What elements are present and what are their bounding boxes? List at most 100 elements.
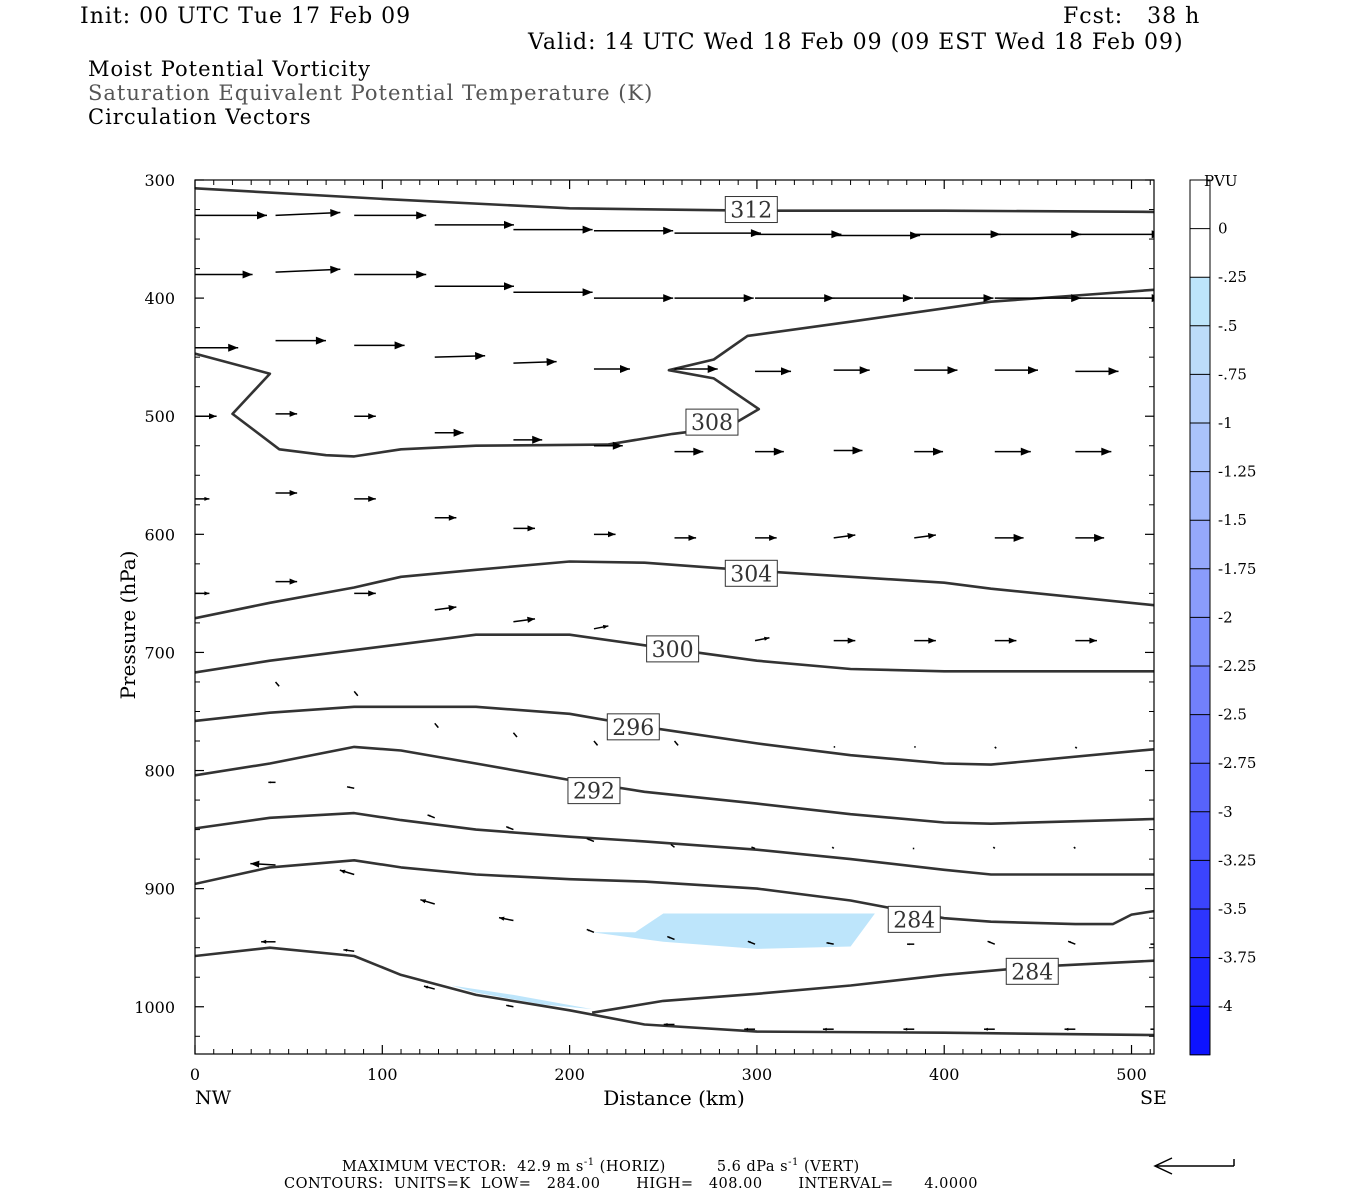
theta-es-contour	[195, 560, 1154, 620]
circulation-vector	[586, 837, 595, 843]
circulation-vector	[354, 341, 405, 350]
circulation-vector	[195, 211, 267, 220]
x-end-label-se: SE	[1140, 1087, 1167, 1109]
circulation-vector	[1067, 940, 1076, 945]
circulation-vector	[354, 590, 376, 597]
y-tick-label: 1000	[134, 998, 175, 1017]
circulation-vector	[423, 985, 435, 990]
circulation-vector	[983, 1027, 995, 1031]
colorbar-label: -1	[1218, 414, 1233, 432]
circulation-vector	[513, 288, 593, 297]
colorbar-swatch	[1190, 423, 1210, 473]
circulation-vector	[513, 435, 543, 444]
circulation-vector	[195, 343, 239, 352]
colorbar-swatch	[1190, 714, 1210, 764]
circulation-vector	[903, 1027, 915, 1031]
contour-label-text: 300	[652, 638, 694, 663]
circulation-vector	[434, 605, 457, 612]
circulation-vector	[822, 1027, 834, 1031]
circulation-vector	[744, 1027, 756, 1031]
colorbar-label: -2.75	[1218, 754, 1256, 772]
circulation-vector	[994, 447, 1031, 456]
colorbar-label: -3.25	[1218, 851, 1256, 869]
circulation-vector	[667, 935, 675, 941]
circulation-vector	[914, 366, 958, 375]
x-tick-label: 0	[190, 1065, 200, 1084]
circulation-vector	[339, 869, 355, 876]
x-tick-label: 200	[554, 1065, 585, 1084]
colorbar-label: -1.75	[1218, 560, 1256, 578]
circulation-vector	[673, 740, 679, 746]
circulation-vector	[1075, 367, 1119, 376]
circulation-vector	[1075, 637, 1097, 644]
circulation-vector	[343, 948, 355, 952]
theta-es-contour	[195, 946, 1154, 1037]
circulation-vector	[674, 229, 761, 238]
colorbar-swatch	[1190, 520, 1210, 570]
colorbar-swatch	[1190, 957, 1210, 1007]
theta-es-contour	[195, 705, 1154, 766]
title-mpv: Moist Potential Vorticity	[88, 57, 371, 81]
colorbar-label: -2.25	[1218, 657, 1256, 675]
max-vector-note: MAXIMUM VECTOR: 42.9 m s-1 (HORIZ) 5.6 d…	[342, 1157, 860, 1175]
circulation-vector	[195, 496, 210, 501]
contour-label-text: 312	[730, 199, 772, 224]
circulation-vector	[505, 826, 514, 831]
x-tick-label: 400	[929, 1065, 960, 1084]
theta-es-contour	[591, 959, 1154, 1014]
pv-shaded-region	[451, 985, 593, 1010]
y-tick-label: 900	[144, 880, 175, 899]
circulation-vector	[914, 294, 994, 303]
circulation-vector	[833, 231, 921, 240]
circulation-vector	[670, 843, 675, 848]
x-tick-label: 500	[1116, 1065, 1147, 1084]
circulation-vector	[833, 637, 856, 644]
colorbar-swatch	[1190, 180, 1210, 230]
circulation-vector	[586, 928, 595, 934]
circulation-vector	[593, 740, 599, 746]
valid-time: Valid: 14 UTC Wed 18 Feb 09 (09 EST Wed …	[528, 30, 1184, 55]
y-axis-label: Pressure (hPa)	[116, 551, 140, 700]
circulation-vectors	[195, 209, 1154, 1031]
circulation-vector	[994, 230, 1082, 239]
title-circulation: Circulation Vectors	[88, 105, 312, 129]
circulation-vector	[354, 211, 427, 220]
plot-frame	[194, 179, 1155, 1055]
circulation-vector	[831, 846, 835, 850]
circulation-vector	[275, 578, 298, 585]
colorbar-swatch	[1190, 811, 1210, 861]
y-tick-label: 300	[144, 171, 175, 190]
circulation-vector	[833, 366, 870, 375]
colorbar-label: -1.25	[1218, 463, 1256, 481]
colorbar-swatch	[1190, 617, 1210, 667]
circulation-vector	[914, 230, 1001, 239]
contour-label: 300	[646, 635, 700, 663]
contour-label: 292	[567, 777, 621, 805]
circulation-vector	[261, 939, 276, 944]
circulation-vector	[994, 366, 1038, 375]
circulation-vector	[275, 410, 298, 417]
circulation-vector	[663, 1023, 675, 1026]
colorbar-swatch	[1190, 763, 1210, 813]
circulation-vector	[513, 525, 536, 532]
circulation-vector	[907, 943, 915, 946]
colorbar-label: -1.5	[1218, 511, 1247, 529]
colorbar-label: -2.5	[1218, 706, 1247, 724]
colorbar-label: -.25	[1218, 268, 1247, 286]
colorbar-swatch	[1190, 471, 1210, 521]
theta-es-contour	[195, 745, 1154, 826]
circulation-vector	[674, 534, 697, 541]
colorbar-swatch	[1190, 228, 1210, 278]
circulation-vector	[434, 282, 514, 291]
colorbar-label: -.75	[1218, 365, 1247, 383]
circulation-vector	[755, 294, 835, 303]
contour-label: 312	[724, 196, 778, 224]
circulation-vector	[593, 531, 616, 538]
circulation-vector	[1075, 447, 1112, 456]
circulation-vector	[674, 365, 718, 373]
circulation-vector	[754, 636, 770, 642]
circulation-vector	[275, 336, 326, 345]
contour-label: 304	[724, 559, 778, 587]
colorbar-swatch	[1190, 860, 1210, 910]
contour-label-text: 304	[730, 562, 772, 587]
